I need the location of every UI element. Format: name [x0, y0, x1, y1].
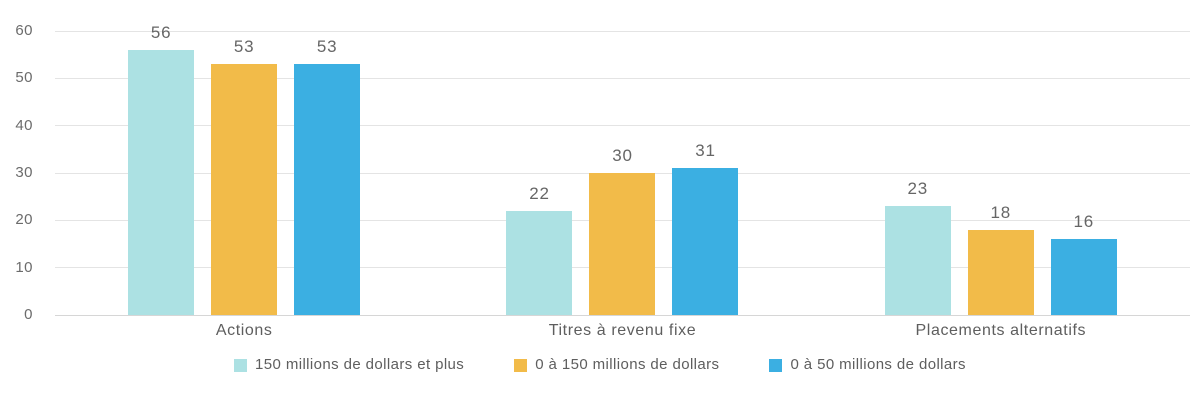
bar: 31 — [672, 141, 739, 315]
bar-group: 23 18 16 — [812, 31, 1190, 315]
y-tick-label: 0 — [24, 306, 33, 323]
legend-item: 150 millions de dollars et plus — [234, 356, 464, 374]
x-category-label: Placements alternatifs — [915, 322, 1087, 339]
plot-area: 56 53 53 22 30 31 23 18 16 — [55, 23, 1190, 316]
legend-item: 0 à 150 millions de dollars — [514, 356, 719, 374]
legend-marker-icon — [514, 358, 528, 372]
bar-value-label: 53 — [316, 37, 338, 57]
bar-group: 22 30 31 — [433, 31, 811, 315]
bar: 53 — [211, 37, 278, 315]
legend-item: 0 à 50 millions de dollars — [769, 356, 966, 374]
y-tick-label: 10 — [15, 258, 33, 276]
y-tick-label: 30 — [15, 164, 33, 181]
bar-value-label: 31 — [695, 141, 716, 161]
bar: 53 — [294, 37, 361, 315]
bar-value-label: 23 — [907, 179, 929, 199]
bar-value-label: 22 — [529, 183, 550, 203]
bar: 18 — [967, 203, 1034, 315]
gridline — [55, 30, 1190, 32]
legend: 150 millions de dollars et plus 0 à 150 m… — [0, 356, 1200, 374]
bar: 22 — [506, 184, 573, 315]
y-tick-label: 40 — [15, 116, 33, 134]
legend-label: 0 à 50 millions de dollars — [790, 356, 966, 373]
gridline — [55, 77, 1190, 79]
y-tick-label: 60 — [15, 22, 33, 39]
x-category-label: Titres à revenu fixe — [548, 322, 697, 339]
bar: 56 — [128, 23, 195, 315]
bar-value-label: 56 — [150, 22, 172, 42]
legend-marker-icon — [234, 358, 248, 372]
x-axis: Actions Titres à revenu fixe Placements al… — [55, 321, 1190, 341]
bar-value-label: 18 — [990, 202, 1012, 222]
y-axis: 60 50 40 30 20 10 0 — [0, 22, 33, 323]
bar-groups: 56 53 53 22 30 31 23 18 16 — [55, 23, 1190, 315]
y-tick-label: 50 — [15, 69, 33, 87]
legend-label: 0 à 150 millions de dollars — [535, 356, 720, 373]
x-axis-baseline — [55, 314, 1190, 316]
gridline — [55, 125, 1190, 127]
bar-value-label: 30 — [612, 146, 633, 165]
bar: 23 — [884, 179, 951, 315]
y-tick-label: 20 — [15, 211, 33, 229]
bar: 30 — [589, 146, 656, 315]
bar-value-label: 53 — [233, 37, 255, 57]
x-category-label: Actions — [215, 322, 273, 339]
legend-label: 150 millions de dollars et plus — [255, 356, 465, 373]
bar-value-label: 16 — [1073, 212, 1095, 232]
bar-group: 56 53 53 — [55, 23, 433, 315]
bar: 16 — [1050, 212, 1117, 315]
legend-marker-icon — [769, 358, 783, 372]
